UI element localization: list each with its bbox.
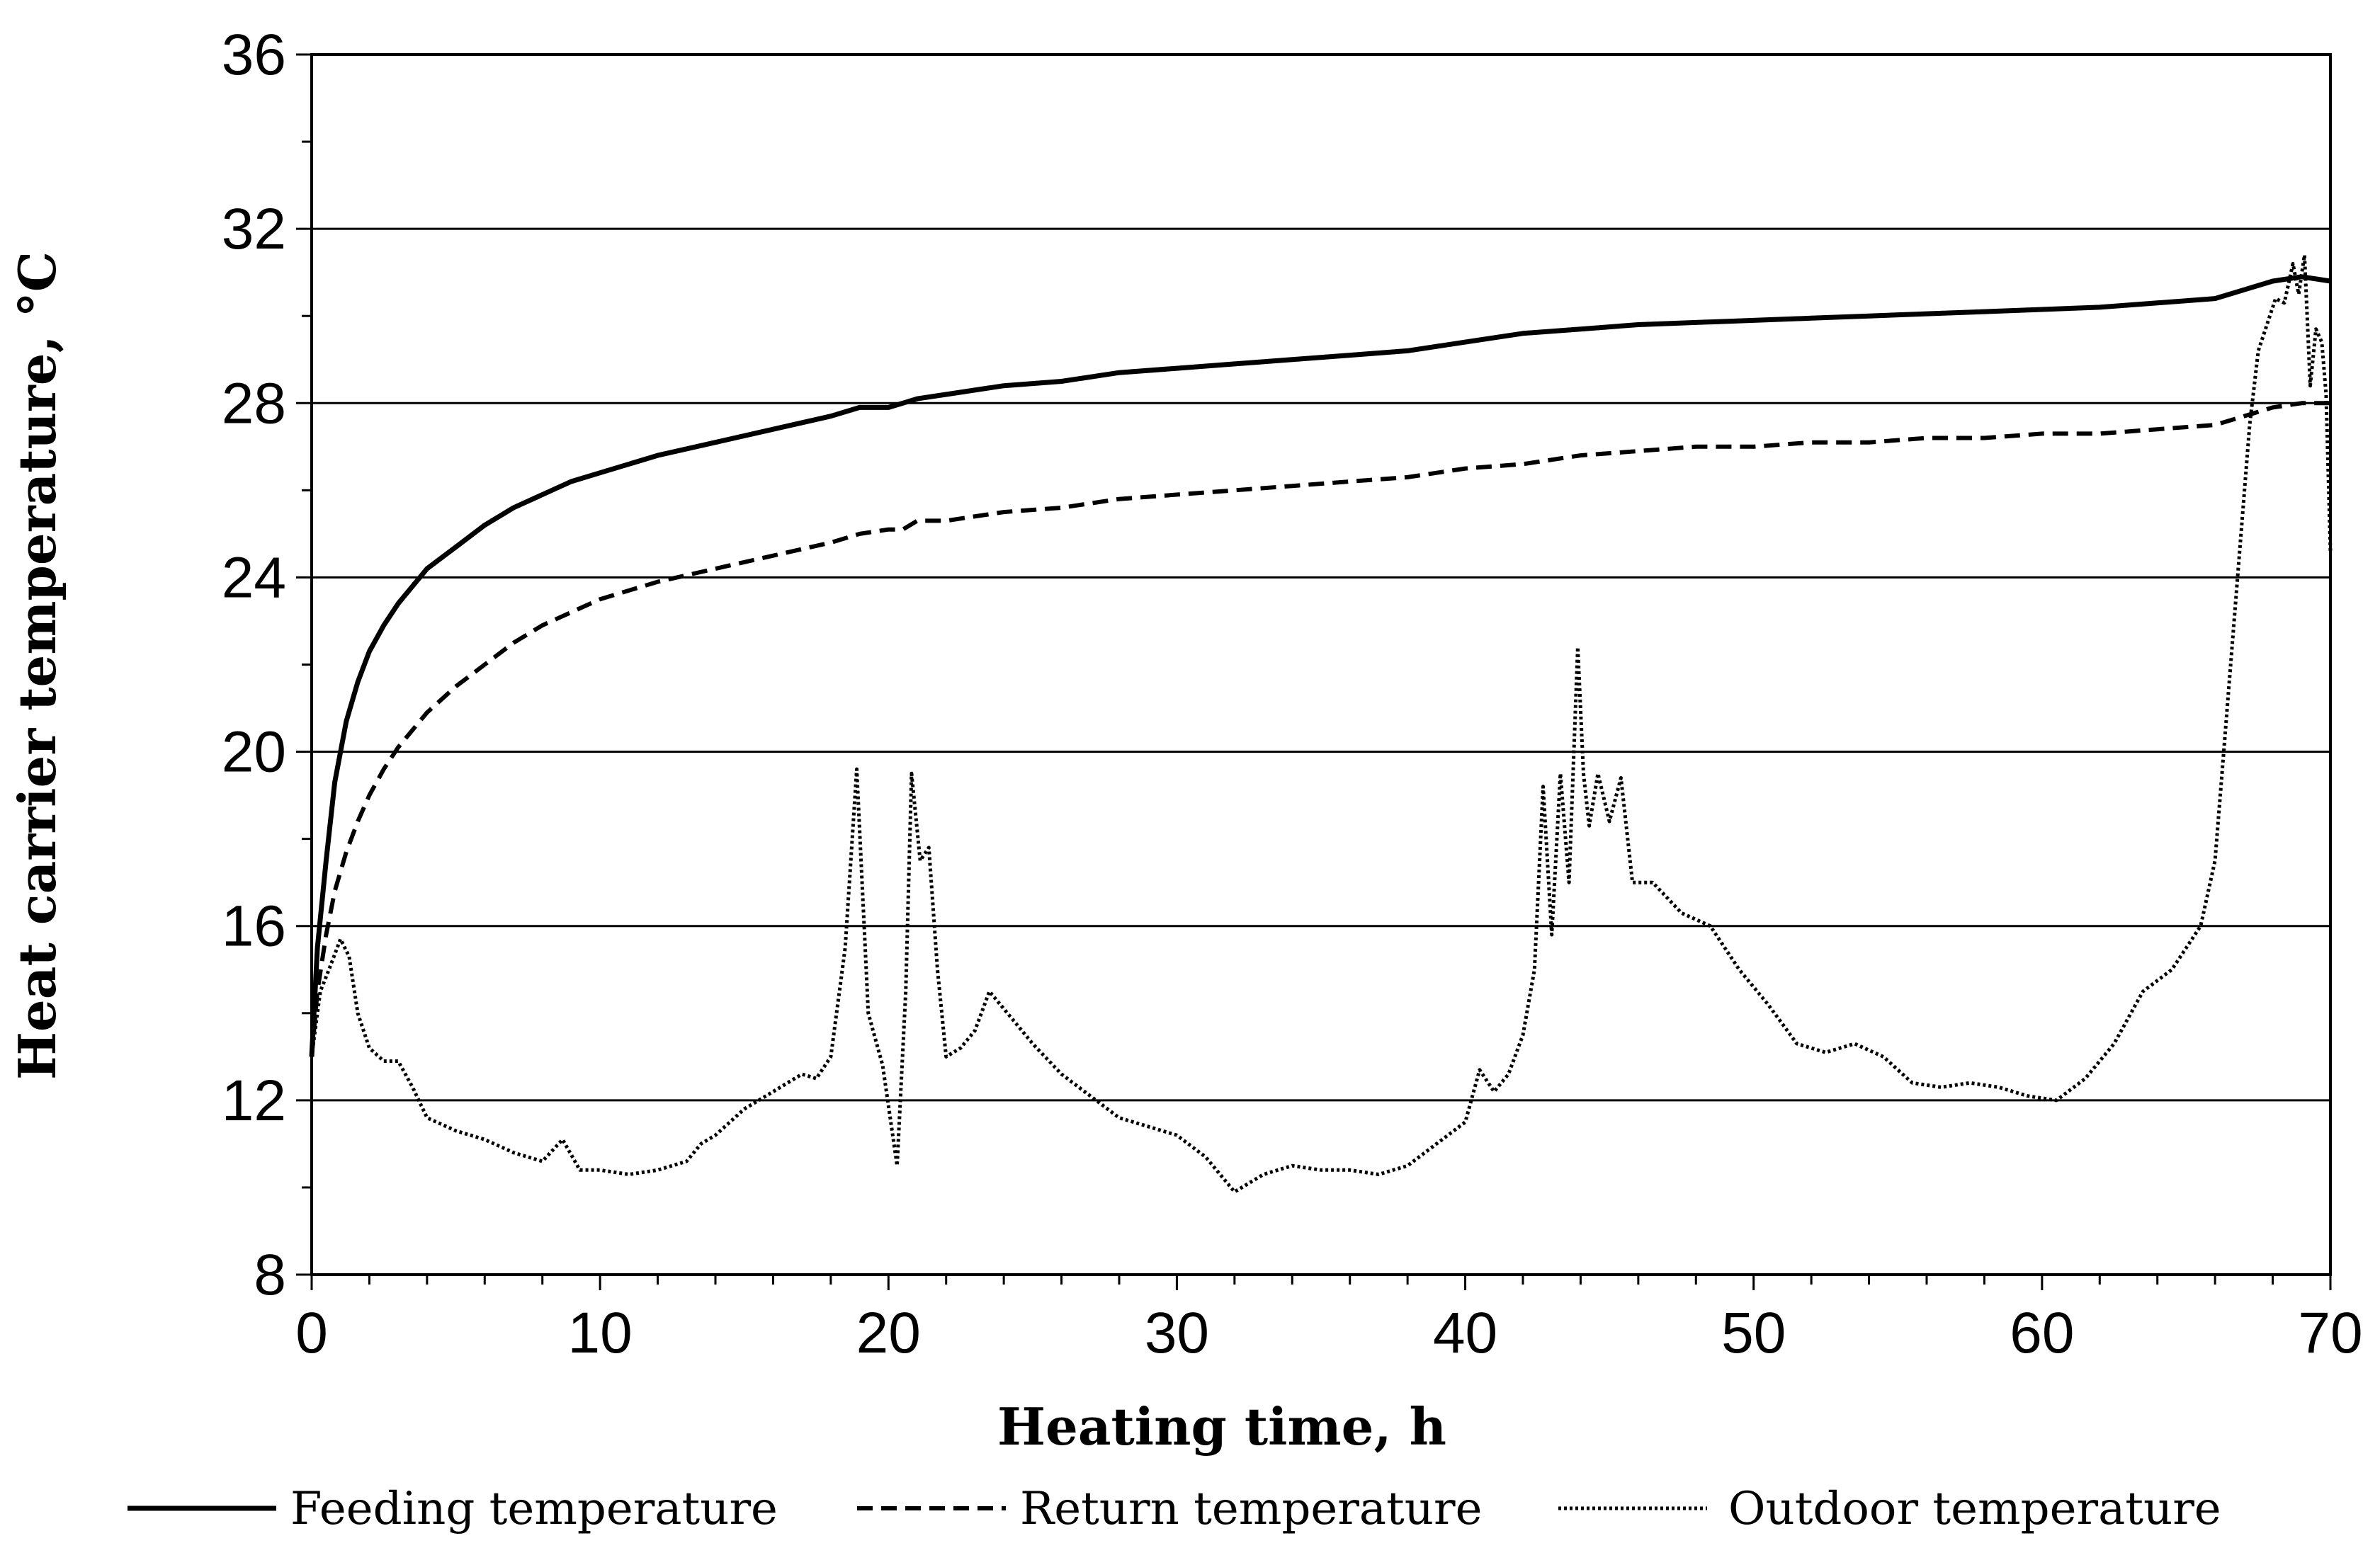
axis-ticks xyxy=(296,53,2332,1290)
y-tick-label: 24 xyxy=(222,545,286,610)
x-tick-label: 70 xyxy=(2298,1301,2362,1365)
y-tick-label: 8 xyxy=(254,1243,286,1307)
legend-label: Feeding temperature xyxy=(290,1483,778,1535)
series-line-feeding-temperature xyxy=(309,274,2331,1057)
legend: Feeding temperature Return temperature Out… xyxy=(128,1483,2221,1535)
legend-label: Return temperature xyxy=(1020,1483,1482,1535)
grid-lines xyxy=(312,227,2330,1102)
series-layer xyxy=(309,253,2333,1194)
y-tick-labels: 8 12 16 20 24 28 32 36 xyxy=(222,23,286,1307)
series-line-outdoor-temperature xyxy=(310,253,2333,1194)
plot-frame xyxy=(310,53,2332,1276)
x-tick-label: 10 xyxy=(568,1301,633,1365)
x-tick-label: 30 xyxy=(1145,1301,1209,1365)
legend-label: Outdoor temperature xyxy=(1728,1483,2221,1535)
y-tick-label: 28 xyxy=(222,371,286,435)
x-tick-label: 20 xyxy=(856,1301,921,1365)
y-tick-label: 32 xyxy=(222,197,286,261)
y-tick-label: 36 xyxy=(222,23,286,87)
x-tick-label: 50 xyxy=(1721,1301,1786,1365)
y-tick-label: 20 xyxy=(222,720,286,785)
x-tick-label: 0 xyxy=(295,1301,328,1365)
x-tick-label: 60 xyxy=(2010,1301,2074,1365)
y-tick-label: 12 xyxy=(222,1069,286,1133)
y-tick-label: 16 xyxy=(222,894,286,959)
x-tick-labels: 0 10 20 30 40 50 60 70 xyxy=(295,1301,2362,1365)
x-axis-title: Heating time, h xyxy=(997,1396,1446,1457)
x-tick-label: 40 xyxy=(1433,1301,1497,1365)
series-line-return-temperature xyxy=(310,401,2330,1057)
y-axis-title: Heat carrier temperature, °C xyxy=(7,251,67,1080)
